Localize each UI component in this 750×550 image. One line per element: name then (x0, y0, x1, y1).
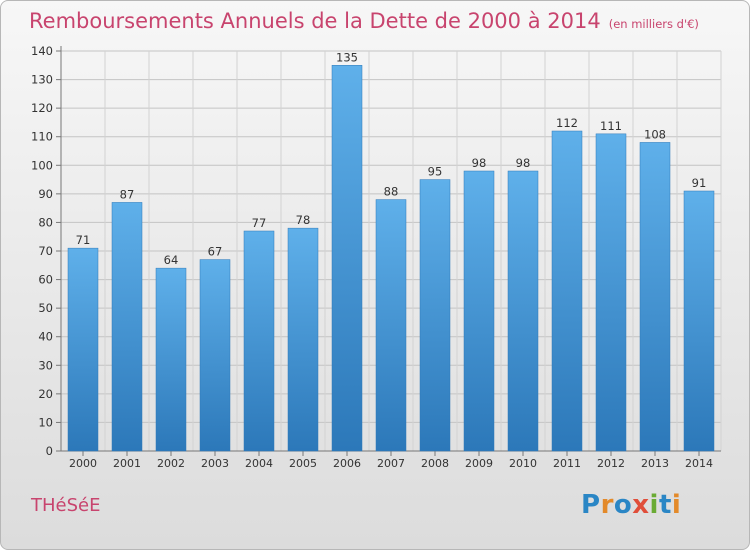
y-tick-label: 50 (38, 301, 53, 315)
y-tick-label: 20 (38, 387, 53, 401)
y-tick-label: 90 (38, 187, 53, 201)
data-label-2008: 95 (428, 165, 443, 179)
data-label-2007: 88 (384, 185, 399, 199)
x-tick-label-2007: 2007 (377, 457, 405, 470)
y-tick-label: 30 (38, 358, 53, 372)
logo-letter: P (581, 490, 601, 520)
x-tick-label-2002: 2002 (157, 457, 185, 470)
bar-2000 (67, 247, 99, 452)
bar-2010 (507, 170, 539, 452)
data-label-2006: 135 (336, 50, 358, 64)
y-tick-label: 140 (31, 44, 53, 58)
logo-letter: i (649, 490, 659, 520)
logo-letter: o (613, 490, 633, 520)
data-label-2010: 98 (516, 156, 531, 170)
x-tick-label-2006: 2006 (333, 457, 361, 470)
x-tick-label-2014: 2014 (685, 457, 713, 470)
bar-2004 (243, 230, 275, 452)
data-label-2005: 78 (296, 213, 311, 227)
x-tick-label-2001: 2001 (113, 457, 141, 470)
bar-2001 (111, 202, 143, 452)
data-label-2012: 111 (600, 119, 622, 133)
bars (67, 65, 715, 452)
proxiti-logo[interactable]: Proxiti (581, 490, 681, 520)
y-tick-label: 60 (38, 273, 53, 287)
labels: 0 10 20 30 40 50 60 70 80 90 100 110 120 130 140 71 2000… (31, 44, 713, 470)
x-tick-label-2008: 2008 (421, 457, 449, 470)
y-tick-label: 110 (31, 130, 53, 144)
y-tick-label: 10 (38, 415, 53, 429)
y-tick-label: 120 (31, 101, 53, 115)
bar-2003 (199, 259, 231, 452)
bar-2013 (639, 142, 671, 452)
x-tick-label-2004: 2004 (245, 457, 273, 470)
data-label-2011: 112 (556, 116, 578, 130)
bar-2011 (551, 130, 583, 452)
bar-2014 (683, 190, 715, 452)
x-tick-label-2005: 2005 (289, 457, 317, 470)
chart-title: Remboursements Annuels de la Dette de 20… (29, 9, 699, 33)
y-tick-label: 80 (38, 215, 53, 229)
bar-2002 (155, 267, 187, 452)
x-tick-label-2011: 2011 (553, 457, 581, 470)
y-tick-label: 0 (46, 444, 53, 458)
logo-letter: r (600, 490, 614, 520)
data-label-2003: 67 (208, 245, 223, 259)
bar-2007 (375, 199, 407, 452)
bar-2009 (463, 170, 495, 452)
logo-letter: i (671, 490, 682, 520)
y-tick-label: 100 (31, 158, 53, 172)
data-label-2000: 71 (76, 233, 91, 247)
y-tick-label: 70 (38, 244, 53, 258)
logo-letter: x (632, 490, 650, 520)
bar-2008 (419, 179, 451, 452)
data-label-2002: 64 (164, 253, 179, 267)
x-tick-label-2003: 2003 (201, 457, 229, 470)
data-label-2004: 77 (252, 216, 267, 230)
bar-2012 (595, 133, 627, 452)
chart-subtitle: (en milliers d'€) (608, 17, 699, 31)
data-label-2009: 98 (472, 156, 487, 170)
x-tick-label-2010: 2010 (509, 457, 537, 470)
data-label-2013: 108 (644, 127, 666, 141)
x-tick-label-2000: 2000 (69, 457, 97, 470)
title-text: Remboursements Annuels de la Dette de 20… (29, 9, 601, 33)
x-tick-label-2009: 2009 (465, 457, 493, 470)
bar-2006 (331, 65, 363, 452)
x-tick-label-2012: 2012 (597, 457, 625, 470)
y-tick-label: 40 (38, 330, 53, 344)
bar-2005 (287, 227, 319, 452)
commune-name: THéSéE (31, 495, 101, 516)
data-label-2014: 91 (692, 176, 707, 190)
logo-letter: t (658, 490, 672, 520)
x-tick-label-2013: 2013 (641, 457, 669, 470)
y-tick-label: 130 (31, 73, 53, 87)
data-label-2001: 87 (120, 187, 135, 201)
